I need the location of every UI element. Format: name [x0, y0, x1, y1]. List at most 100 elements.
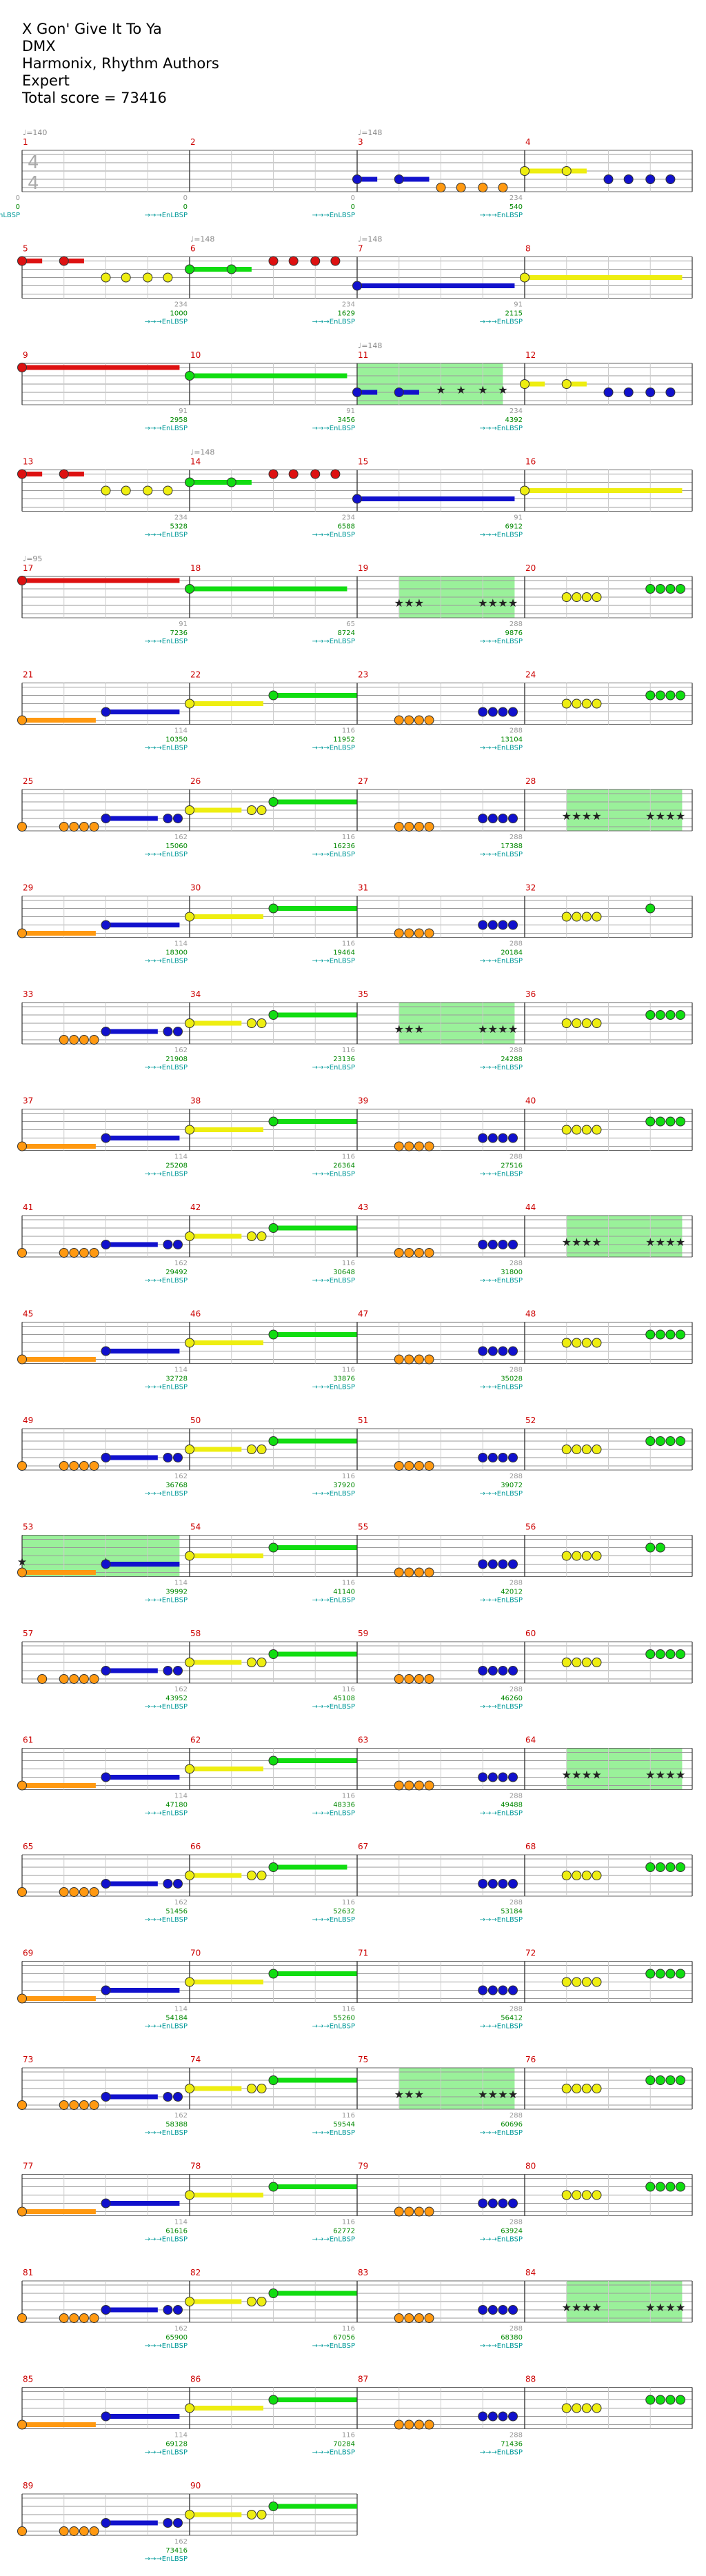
blue-note — [101, 2305, 111, 2315]
yellow-note — [561, 698, 572, 709]
green-note-sustain — [273, 2077, 357, 2083]
bonus-value: 234 — [174, 301, 188, 309]
green-note — [645, 1329, 656, 1340]
yellow-note — [572, 1445, 582, 1454]
star-note: ★ — [562, 1236, 572, 1249]
orange-note — [17, 1461, 27, 1471]
star-note: ★ — [572, 809, 581, 823]
blue-note-sustain — [357, 390, 378, 395]
orange-note — [424, 1248, 434, 1258]
green-note — [665, 1862, 676, 1872]
blue-note-sustain — [399, 390, 419, 395]
path-label: →→→EnLBSP — [145, 1810, 188, 1818]
blue-note — [172, 1240, 183, 1249]
blue-note — [507, 814, 518, 823]
yellow-note-sustain — [190, 1447, 242, 1452]
yellow-note — [581, 2190, 592, 2200]
yellow-note — [572, 1018, 582, 1028]
orange-note — [59, 822, 69, 832]
blue-note — [172, 1666, 183, 1676]
path-label: →→→EnLBSP — [480, 1810, 523, 1818]
bonus-value: 288 — [510, 1580, 523, 1587]
measure-number: 36 — [525, 989, 536, 999]
blue-note — [498, 1133, 508, 1143]
blue-note-sustain — [105, 2307, 158, 2313]
blue-note — [507, 707, 518, 717]
path-label: →→→EnLBSP — [480, 745, 523, 752]
star-note: ★ — [656, 809, 665, 823]
green-note — [185, 477, 194, 487]
bonus-value: 114 — [174, 727, 188, 735]
orange-note — [17, 1141, 27, 1151]
cumulative-score: 5328 — [170, 523, 188, 531]
orange-note — [17, 715, 27, 725]
bonus-value: 162 — [174, 1686, 188, 1693]
yellow-note — [185, 2297, 194, 2306]
yellow-note-sustain — [190, 1873, 242, 1878]
orange-note — [89, 1674, 99, 1684]
measure-number: 70 — [190, 1949, 201, 1958]
measure-number: 33 — [23, 989, 33, 999]
green-note — [185, 371, 194, 381]
yellow-note — [592, 1125, 602, 1135]
bonus-value: 162 — [174, 1260, 188, 1267]
green-note — [226, 264, 236, 274]
cumulative-score: 10350 — [165, 736, 188, 744]
blue-note — [507, 920, 518, 930]
measure-number: 76 — [525, 2055, 536, 2064]
green-note — [655, 1436, 665, 1446]
measure-number: 85 — [23, 2375, 33, 2384]
yellow-note — [246, 1658, 256, 1667]
green-note — [268, 1010, 279, 1020]
yellow-note — [256, 1231, 267, 1241]
cumulative-score: 52632 — [333, 1908, 355, 1915]
blue-note — [487, 1453, 498, 1462]
yellow-note — [143, 272, 153, 283]
blue-note — [478, 814, 488, 823]
blue-note — [163, 1879, 173, 1889]
measure-number: 40 — [525, 1096, 536, 1106]
orange-note — [414, 1141, 424, 1151]
blue-note — [487, 1666, 498, 1676]
orange-note — [79, 1461, 89, 1471]
measure-number: 43 — [358, 1203, 368, 1212]
bonus-value: 288 — [510, 1367, 523, 1374]
cumulative-score: 6588 — [338, 523, 355, 531]
star-note: ★ — [676, 2301, 685, 2314]
bonus-value: 0 — [16, 194, 20, 202]
yellow-note — [572, 1125, 582, 1135]
blue-note — [163, 1666, 173, 1676]
cumulative-score: 71436 — [501, 2441, 523, 2448]
bonus-value: 116 — [342, 2112, 355, 2120]
blue-note — [163, 1240, 173, 1249]
cumulative-score: 30648 — [333, 1269, 355, 1276]
bonus-value: 234 — [342, 514, 355, 522]
blue-note — [172, 2092, 183, 2102]
orange-note — [424, 1141, 434, 1151]
orange-note — [79, 2526, 89, 2536]
blue-note — [645, 174, 656, 184]
orange-note — [89, 2526, 99, 2536]
bonus-value: 234 — [510, 407, 523, 415]
cumulative-score: 27516 — [501, 1163, 523, 1170]
path-label: →→→EnLBSP — [480, 1277, 523, 1285]
yellow-note — [572, 2403, 582, 2413]
path-label: →→→EnLBSP — [480, 1703, 523, 1711]
cumulative-score: 0 — [183, 203, 188, 211]
measure-number: 49 — [23, 1416, 33, 1425]
blue-note — [507, 1985, 518, 1995]
star-note: ★ — [478, 596, 487, 610]
green-note-sustain — [190, 586, 347, 592]
blue-note — [487, 2198, 498, 2208]
cumulative-score: 0 — [351, 203, 355, 211]
orange-note — [424, 1461, 434, 1471]
cumulative-score: 45108 — [333, 1695, 355, 1702]
yellow-note — [561, 166, 572, 176]
blue-note — [172, 2518, 183, 2528]
path-label: →→→EnLBSP — [480, 2236, 523, 2244]
measure-number: 23 — [358, 670, 368, 680]
path-label: →→→EnLBSP — [312, 745, 355, 752]
orange-note — [79, 1887, 89, 1897]
green-note-sustain — [231, 267, 252, 272]
blue-note-sustain — [105, 1029, 158, 1034]
